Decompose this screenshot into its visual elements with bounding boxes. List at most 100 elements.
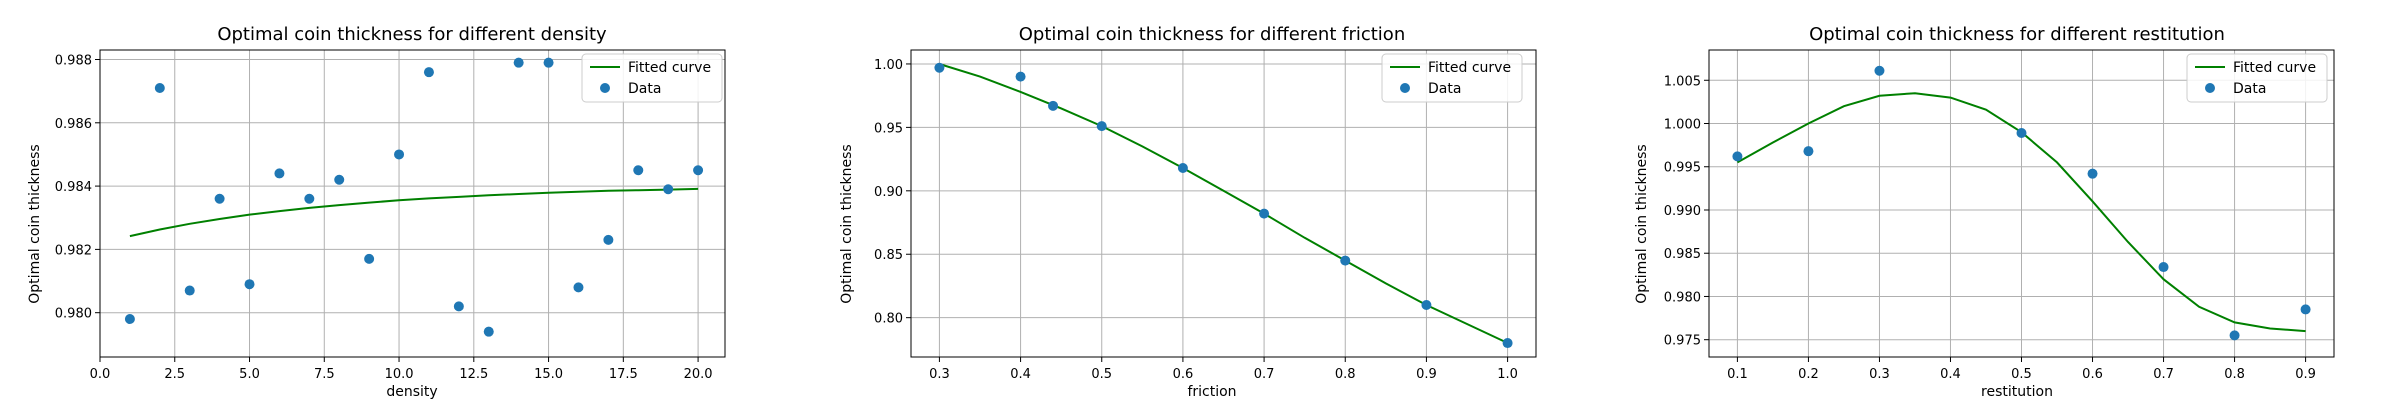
x-tick-label: 5.0 [239, 367, 260, 382]
x-tick-label: 0.0 [90, 367, 111, 382]
data-point [423, 67, 434, 78]
data-point [1340, 255, 1351, 266]
data-point [453, 301, 464, 312]
y-tick-label: 1.00 [874, 58, 903, 73]
data-point [274, 168, 285, 179]
data-point [633, 165, 644, 176]
y-axis-label: Optimal coin thickness [27, 144, 43, 303]
legend-point-swatch [1400, 83, 1410, 93]
legend-label-fitted-curve: Fitted curve [2233, 60, 2316, 76]
y-tick-label: 0.975 [1664, 334, 1701, 349]
data-point [543, 57, 554, 68]
legend-label-data: Data [2233, 81, 2266, 97]
data-point [334, 174, 345, 185]
data-point [2158, 262, 2169, 273]
x-tick-label: 0.8 [2224, 367, 2245, 382]
y-tick-label: 0.984 [55, 180, 92, 195]
chart-title: Optimal coin thickness for different fri… [1019, 24, 1405, 45]
chart-title: Optimal coin thickness for different res… [1809, 24, 2225, 45]
x-tick-label: 0.7 [2153, 367, 2174, 382]
y-axis-label: Optimal coin thickness [1634, 144, 1650, 303]
x-tick-label: 0.7 [1254, 367, 1275, 382]
legend-point-swatch [2205, 83, 2215, 93]
data-point [124, 314, 135, 325]
data-point [1177, 162, 1188, 173]
data-point [2016, 128, 2027, 139]
x-axis-label: friction [1187, 384, 1236, 400]
legend-point-swatch [600, 83, 610, 93]
data-point [1421, 299, 1432, 310]
y-tick-label: 0.95 [874, 121, 903, 136]
data-point [573, 282, 584, 293]
legend-label-data: Data [628, 81, 661, 97]
y-tick-label: 0.980 [1664, 290, 1701, 305]
x-tick-label: 0.6 [2082, 367, 2103, 382]
y-tick-label: 1.000 [1664, 118, 1701, 133]
fitted-curve-line [129, 187, 699, 238]
legend-label-fitted-curve: Fitted curve [1428, 60, 1511, 76]
data-point [603, 234, 614, 245]
y-axis-label: Optimal coin thickness [839, 144, 855, 303]
data-point [1502, 338, 1513, 349]
legend: Fitted curve Data [581, 53, 723, 103]
data-point [364, 253, 375, 264]
data-point [214, 193, 225, 204]
x-axis-label: restitution [1981, 384, 2053, 400]
y-tick-label: 0.985 [1664, 247, 1701, 262]
x-tick-label: 0.9 [2295, 367, 2316, 382]
fitted-curve-line [939, 63, 1509, 344]
x-tick-label: 0.3 [929, 367, 950, 382]
x-tick-label: 20.0 [684, 367, 713, 382]
y-tick-label: 0.990 [1664, 204, 1701, 219]
data-point [663, 184, 674, 195]
x-tick-label: 0.4 [1010, 367, 1031, 382]
x-tick-label: 0.5 [2011, 367, 2032, 382]
legend: Fitted curve Data [1381, 53, 1523, 103]
y-tick-label: 0.980 [55, 307, 92, 322]
density-chart: Optimal coin thickness for different den… [27, 24, 726, 400]
x-tick-label: 15.0 [534, 367, 563, 382]
y-tick-label: 0.85 [874, 248, 903, 263]
data-point [394, 149, 405, 160]
y-tick-label: 0.995 [1664, 161, 1701, 176]
data-point [934, 62, 945, 73]
y-tick-label: 1.005 [1664, 74, 1701, 89]
data-point [1096, 121, 1107, 132]
x-tick-label: 17.5 [609, 367, 638, 382]
data-point [2087, 168, 2098, 179]
y-tick-label: 0.986 [55, 117, 92, 132]
data-point [2229, 330, 2240, 341]
x-tick-label: 0.8 [1335, 367, 1356, 382]
friction-chart: Optimal coin thickness for different fri… [839, 24, 1537, 400]
x-tick-label: 0.9 [1416, 367, 1437, 382]
x-tick-label: 0.1 [1727, 367, 1748, 382]
data-point [244, 279, 255, 290]
data-point [513, 57, 524, 68]
data-point [1803, 146, 1814, 157]
y-tick-label: 0.80 [874, 312, 903, 327]
chart-title: Optimal coin thickness for different den… [217, 24, 607, 45]
x-tick-label: 0.5 [1091, 367, 1112, 382]
x-tick-label: 1.0 [1497, 367, 1518, 382]
data-point [1874, 65, 1885, 76]
y-tick-label: 0.90 [874, 185, 903, 200]
x-tick-label: 12.5 [459, 367, 488, 382]
x-tick-label: 0.2 [1798, 367, 1819, 382]
x-tick-label: 0.3 [1869, 367, 1890, 382]
data-point [483, 326, 494, 337]
x-tick-label: 2.5 [164, 367, 185, 382]
y-tick-label: 0.988 [55, 53, 92, 68]
x-tick-label: 10.0 [385, 367, 414, 382]
plot-frame [99, 49, 726, 358]
legend-label-data: Data [1428, 81, 1461, 97]
x-axis-label: density [386, 384, 437, 400]
legend: Fitted curve Data [2186, 53, 2328, 103]
data-point [1732, 151, 1743, 162]
data-point [304, 193, 315, 204]
restitution-chart: Optimal coin thickness for different res… [1634, 24, 2335, 400]
data-point [1259, 208, 1270, 219]
x-tick-label: 7.5 [314, 367, 335, 382]
x-tick-label: 0.6 [1173, 367, 1194, 382]
data-point [693, 165, 704, 176]
